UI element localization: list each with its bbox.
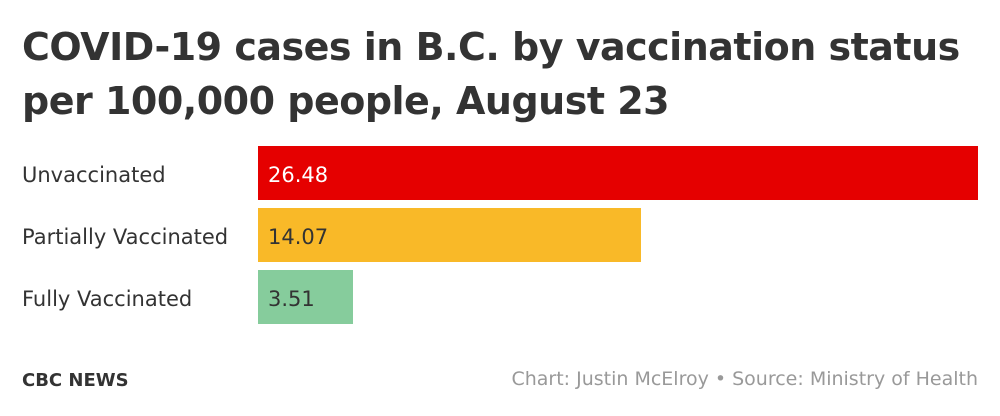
- bar-row: Unvaccinated 26.48: [0, 146, 1000, 200]
- bar-value-label: 3.51: [268, 287, 315, 311]
- bar-row: Fully Vaccinated 3.51: [0, 270, 1000, 324]
- bar-value-label: 14.07: [268, 225, 329, 249]
- category-label: Partially Vaccinated: [22, 225, 229, 249]
- category-label: Fully Vaccinated: [22, 287, 193, 311]
- bar-row: Partially Vaccinated 14.07: [0, 208, 1000, 262]
- bar: [258, 208, 641, 262]
- bar-chart: Unvaccinated 26.48 Partially Vaccinated 14.…: [0, 146, 1000, 330]
- bar: [258, 270, 353, 324]
- chart-credit: Chart: Justin McElroy • Source: Ministry…: [511, 368, 978, 390]
- brand-logo-text: CBC NEWS: [22, 370, 129, 391]
- chart-title: COVID-19 cases in B.C. by vaccination st…: [22, 25, 960, 123]
- bar: [258, 146, 978, 200]
- category-label: Unvaccinated: [22, 163, 166, 187]
- bar-value-label: 26.48: [268, 163, 329, 187]
